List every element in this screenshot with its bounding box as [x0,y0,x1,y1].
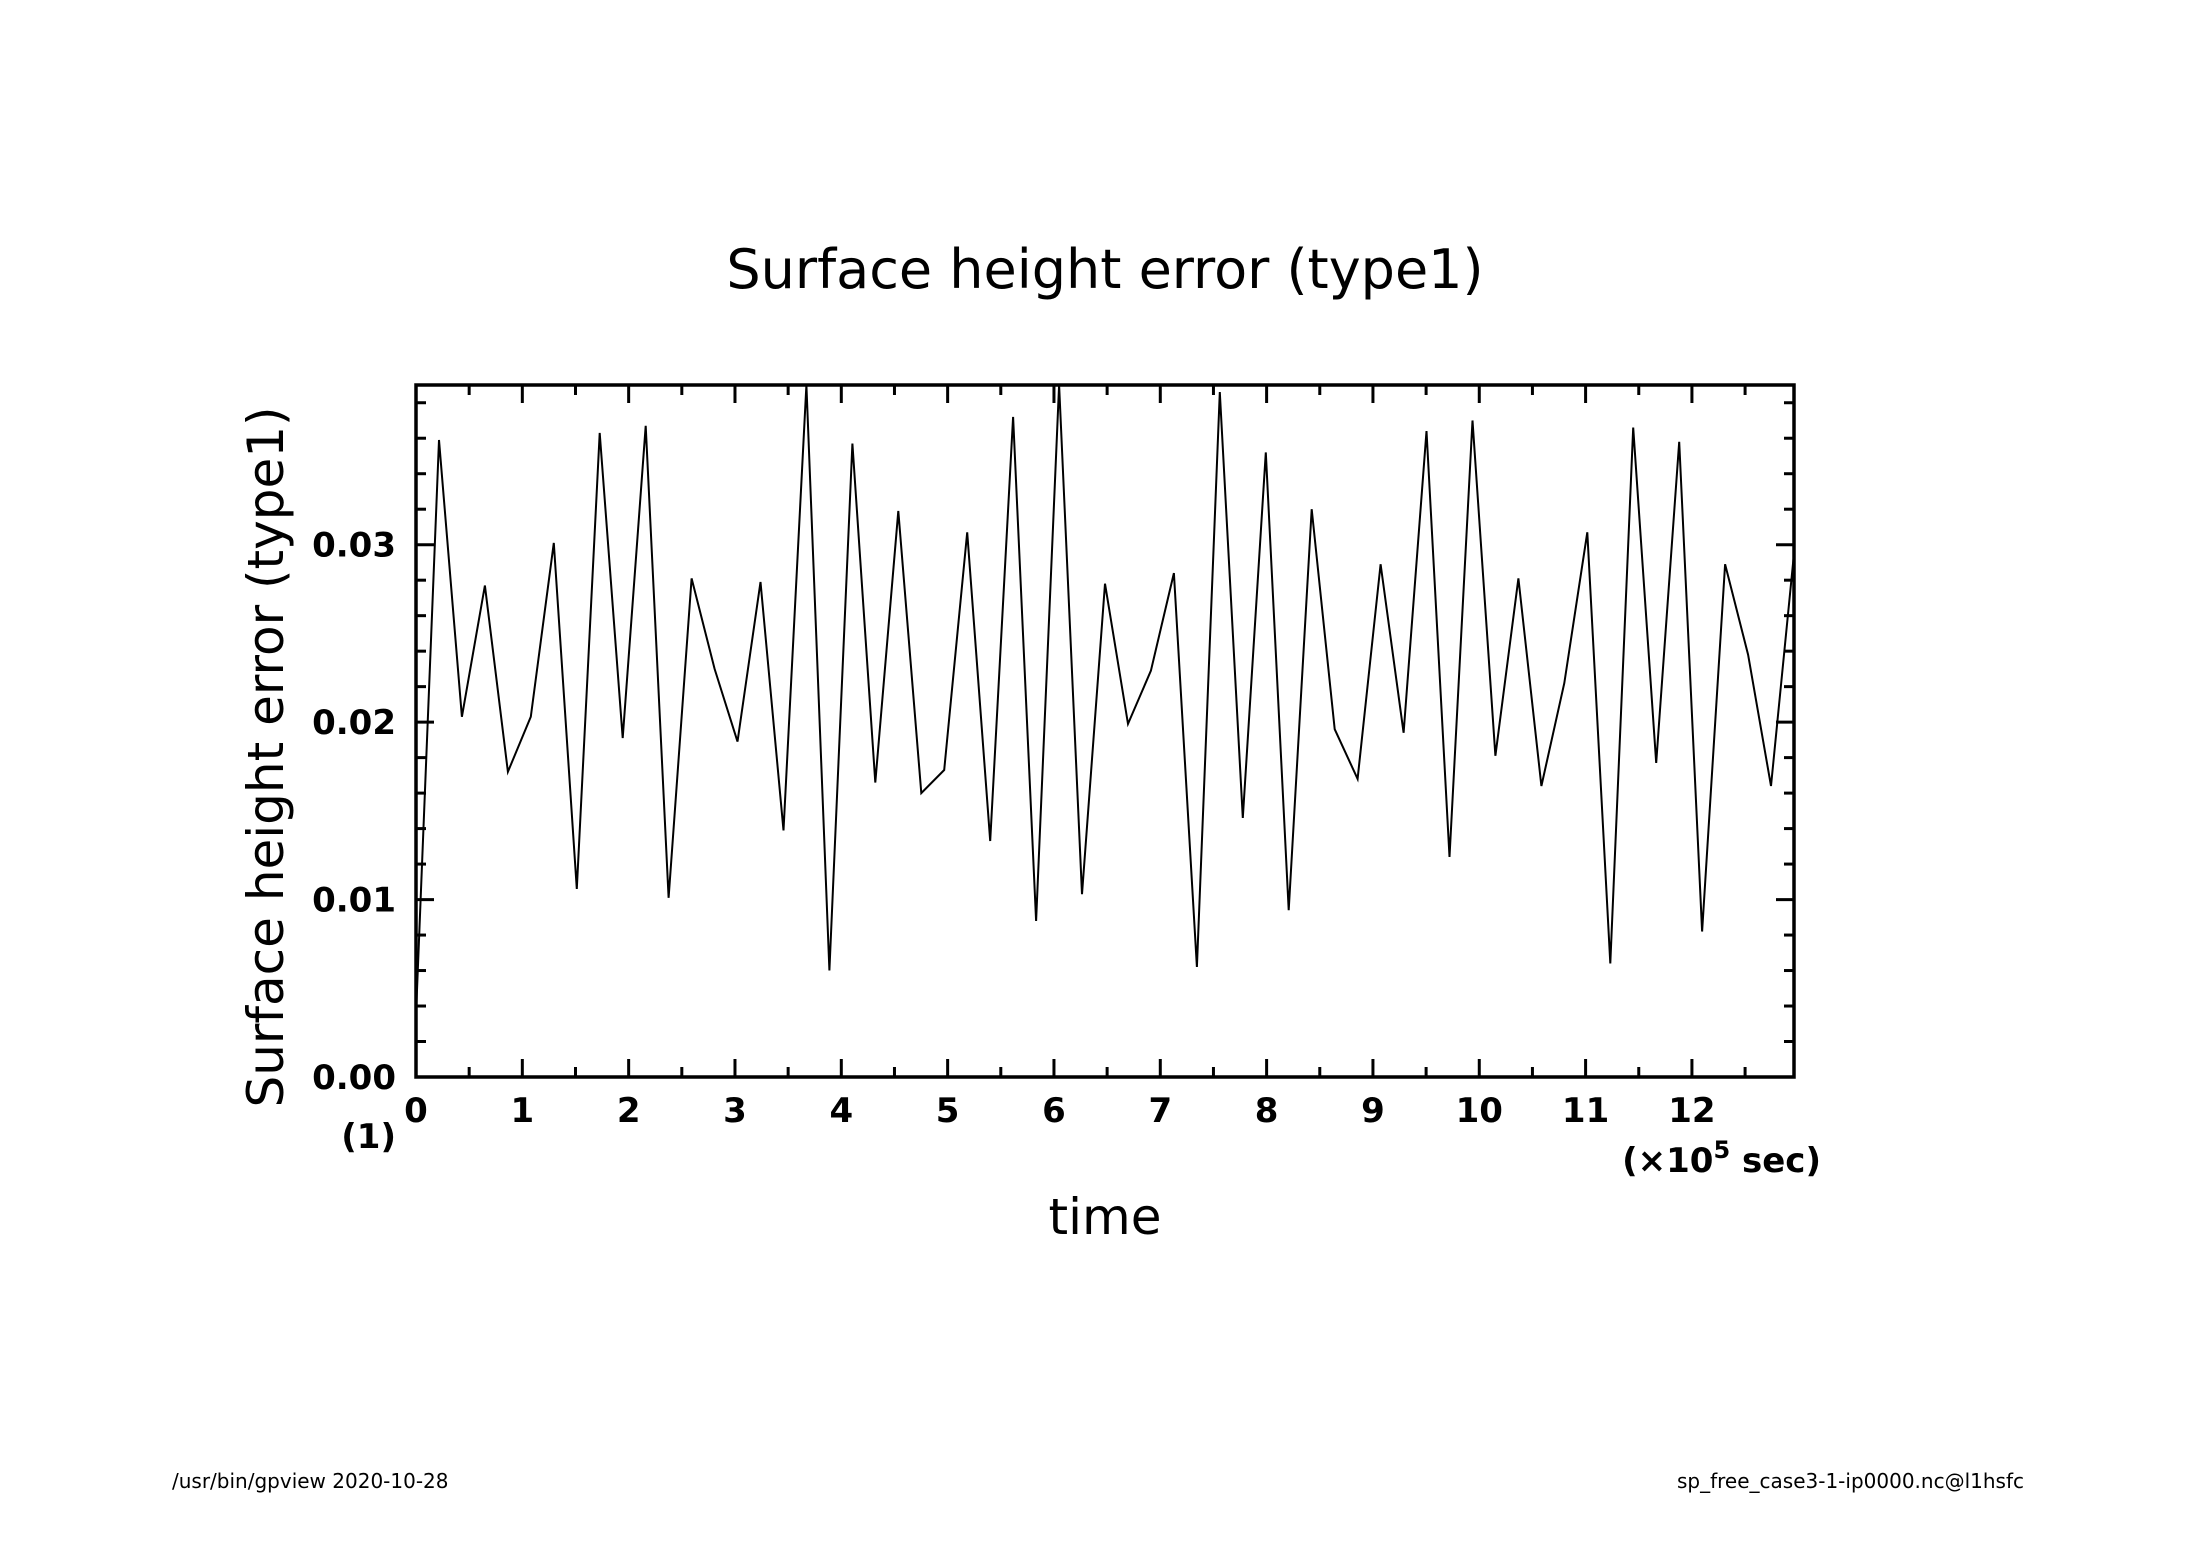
footer-left: /usr/bin/gpview 2020-10-28 [172,1469,449,1493]
y-axis-label: Surface height error (type1) [237,406,295,1107]
footer-right: sp_free_case3-1-ip0000.nc@l1hsfc [1677,1469,2024,1493]
y-tick-label: 0.02 [312,703,396,743]
x-unit-label: (×105 sec) [1622,1136,1821,1181]
x-tick-label: 10 [1456,1091,1503,1131]
x-tick-label: 12 [1668,1091,1715,1131]
x-tick-label: 4 [829,1091,853,1131]
x-tick-label: 6 [1042,1091,1066,1131]
x-axis-label: time [1049,1188,1162,1246]
x-tick-label: 8 [1255,1091,1279,1131]
y-tick-label: 0.03 [312,526,396,566]
series-line-0 [416,385,1794,1015]
x-tick-label: 2 [617,1091,641,1131]
plot-area [416,385,1794,1015]
axes: 0 1 2 3 4 5 6 7 8 9 10 11 120.000.010.020.03 [312,383,1796,1131]
x-tick-label: 3 [723,1091,747,1131]
x-tick-label: 9 [1361,1091,1385,1131]
x-tick-label: 11 [1562,1091,1609,1131]
x-tick-label: 5 [936,1091,960,1131]
x-tick-label: 7 [1148,1091,1172,1131]
x-tick-label: 0 [404,1091,428,1131]
y-tick-label: 0.00 [312,1058,396,1098]
y-unit-label: (1) [341,1117,396,1157]
chart-title: Surface height error (type1) [726,238,1483,301]
y-tick-label: 0.01 [312,881,396,921]
plot-frame [414,383,1796,1079]
x-tick-label: 1 [510,1091,534,1131]
